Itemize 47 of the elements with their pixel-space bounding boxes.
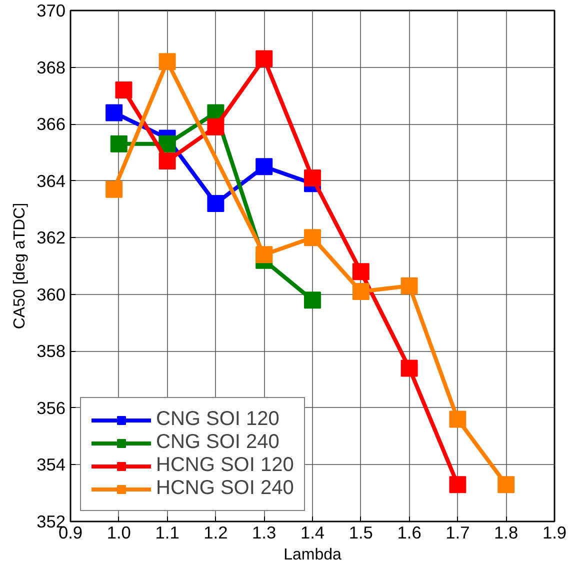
y-tick-label: 366 bbox=[36, 114, 66, 134]
point bbox=[256, 246, 273, 264]
y-tick-label: 370 bbox=[36, 0, 66, 20]
point bbox=[256, 158, 273, 176]
point bbox=[449, 476, 466, 494]
x-tick-label: 1.2 bbox=[204, 522, 228, 542]
point bbox=[110, 135, 128, 152]
x-tick-label: 1.7 bbox=[446, 522, 470, 542]
point bbox=[256, 50, 273, 68]
legend-label: CNG SOI 240 bbox=[156, 431, 280, 454]
point bbox=[400, 277, 418, 294]
y-tick-label: 368 bbox=[36, 57, 66, 78]
point bbox=[352, 263, 370, 280]
y-tick-label: 358 bbox=[36, 341, 66, 362]
y-tick-label: 356 bbox=[36, 398, 66, 418]
y-tick-label: 354 bbox=[36, 454, 66, 475]
legend-label: HCNG SOI 120 bbox=[156, 454, 294, 477]
point bbox=[115, 81, 132, 98]
point bbox=[158, 135, 176, 152]
y-tick-label: 360 bbox=[36, 284, 66, 304]
x-tick-label: 1.3 bbox=[252, 522, 276, 542]
point bbox=[207, 195, 224, 212]
point bbox=[498, 476, 515, 494]
point bbox=[304, 229, 321, 246]
point bbox=[106, 104, 123, 122]
x-tick-label: 1.6 bbox=[397, 522, 422, 542]
x-tick-label: 1.1 bbox=[155, 522, 180, 542]
point bbox=[207, 118, 224, 136]
y-axis-title: CA50 [deg aTDC] bbox=[12, 202, 29, 330]
point bbox=[106, 180, 123, 198]
point bbox=[304, 292, 321, 309]
point bbox=[352, 283, 370, 300]
legend-label: HCNG SOI 240 bbox=[156, 477, 294, 500]
x-tick-label: 1.4 bbox=[300, 522, 325, 542]
x-tick-label: 1.5 bbox=[348, 522, 373, 542]
point bbox=[158, 152, 176, 170]
x-tick-label: 1.0 bbox=[106, 522, 131, 542]
x-tick-label: 1.8 bbox=[494, 522, 518, 542]
y-tick-label: 362 bbox=[36, 228, 66, 248]
y-tick-label: 364 bbox=[36, 170, 66, 191]
legend-label: CNG SOI 120 bbox=[156, 408, 280, 431]
x-axis-title: Lambda bbox=[284, 546, 342, 564]
point bbox=[400, 360, 418, 377]
point bbox=[158, 53, 176, 70]
point bbox=[449, 410, 466, 428]
point bbox=[304, 169, 321, 186]
x-tick-label: 1.9 bbox=[542, 522, 567, 542]
